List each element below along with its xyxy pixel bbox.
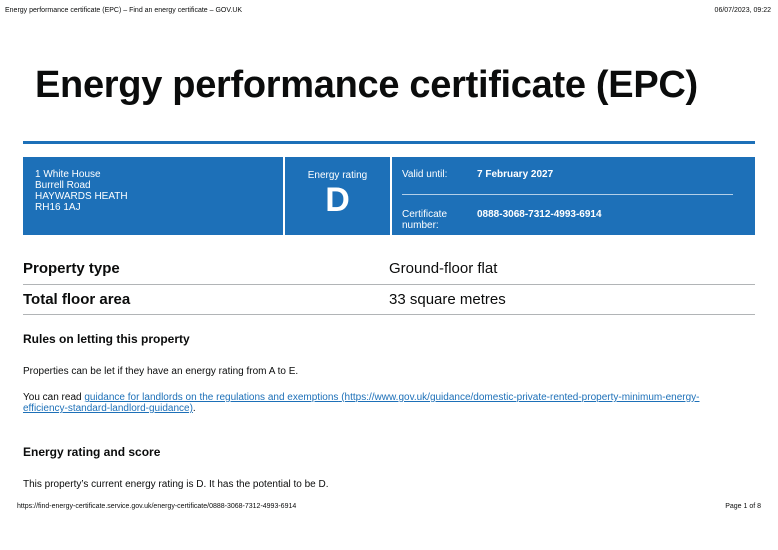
guidance-paragraph: You can read guidance for landlords on t… <box>23 392 743 414</box>
address-cell: 1 White House Burrell Road HAYWARDS HEAT… <box>23 157 285 235</box>
rules-paragraph: Properties can be let if they have an en… <box>23 366 299 377</box>
rules-heading: Rules on letting this property <box>23 332 190 346</box>
address-line: Burrell Road <box>35 180 91 191</box>
print-footer-url: https://find-energy-certificate.service.… <box>17 503 297 510</box>
energy-rating-paragraph: This property’s current energy rating is… <box>23 479 329 490</box>
floor-area-value: 33 square metres <box>389 291 506 308</box>
energy-rating-heading: Energy rating and score <box>23 445 161 459</box>
divider <box>402 194 733 195</box>
divider <box>23 314 755 315</box>
title-rule <box>23 141 755 144</box>
text: You can read <box>23 392 85 403</box>
valid-until-label: Valid until: <box>402 169 448 180</box>
link-text[interactable]: guidance for landlords on the regulation… <box>84 392 339 403</box>
text: . <box>192 403 196 414</box>
certificate-number-value: 0888-3068-7312-4993-6914 <box>477 209 602 220</box>
print-footer-page: Page 1 of 8 <box>725 503 761 510</box>
valid-until-value: 7 February 2027 <box>477 169 554 180</box>
property-type-label: Property type <box>23 260 120 277</box>
print-header-datetime: 06/07/2023, 09:22 <box>714 7 771 14</box>
rating-cell: Energy rating D <box>285 157 392 235</box>
address-line: 1 White House <box>35 169 101 180</box>
address-line: RH16 1AJ <box>35 202 81 213</box>
validity-cell: Valid until: 7 February 2027 Certificate… <box>392 157 755 235</box>
certificate-number-label: Certificate number: <box>402 209 448 231</box>
property-type-value: Ground-floor flat <box>389 260 498 277</box>
address-line: HAYWARDS HEATH <box>35 191 128 202</box>
print-header-title: Energy performance certificate (EPC) – F… <box>5 7 243 14</box>
epc-summary-box: 1 White House Burrell Road HAYWARDS HEAT… <box>23 157 755 235</box>
floor-area-label: Total floor area <box>23 291 131 308</box>
page-title: Energy performance certificate (EPC) <box>35 64 698 106</box>
energy-rating-label: Energy rating <box>307 170 368 181</box>
link-url[interactable]: (https://www.gov.uk/guidance/domestic-pr… <box>23 392 700 414</box>
guidance-link[interactable]: guidance for landlords on the regulation… <box>23 392 700 414</box>
energy-rating-value: D <box>325 181 350 219</box>
divider <box>23 284 755 285</box>
